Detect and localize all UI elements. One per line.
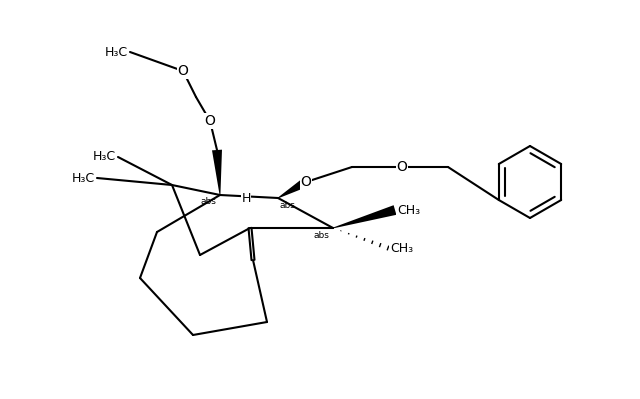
Text: H₃C: H₃C <box>93 150 116 164</box>
Text: O: O <box>177 64 188 78</box>
Text: H₃C: H₃C <box>105 45 128 59</box>
Text: abs: abs <box>313 231 329 239</box>
Polygon shape <box>278 178 308 198</box>
Text: abs: abs <box>200 198 216 207</box>
Text: abs: abs <box>280 201 296 209</box>
Text: O: O <box>397 160 408 174</box>
Polygon shape <box>333 205 396 228</box>
Text: O: O <box>205 114 216 128</box>
Text: CH₃: CH₃ <box>390 241 413 255</box>
Text: H: H <box>241 192 251 205</box>
Text: O: O <box>301 175 312 189</box>
Text: CH₃: CH₃ <box>397 203 420 217</box>
Polygon shape <box>212 150 222 195</box>
Text: H₃C: H₃C <box>72 172 95 184</box>
